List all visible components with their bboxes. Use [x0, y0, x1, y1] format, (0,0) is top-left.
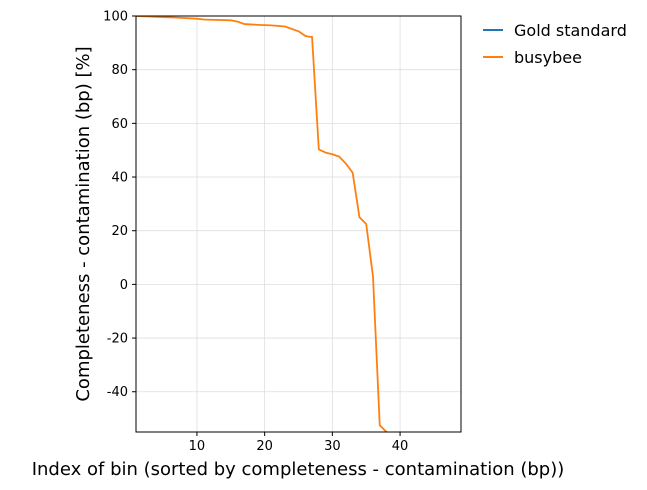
y-axis-label: Completeness - contamination (bp) [%]: [73, 46, 94, 401]
x-tick-label: 10: [189, 439, 206, 454]
x-axis-label: Index of bin (sorted by completeness - c…: [32, 459, 565, 480]
plot-background: [136, 16, 461, 432]
y-tick-label: 100: [103, 10, 128, 25]
y-tick-label: 80: [111, 63, 128, 78]
y-tick-label: 0: [120, 278, 128, 293]
y-tick-label: 20: [111, 224, 128, 239]
legend-label-gold-standard: Gold standard: [514, 21, 627, 40]
y-axis-ticks: 100 80 60 40 20 0 -20 -40: [103, 10, 136, 400]
x-tick-label: 40: [392, 439, 409, 454]
legend: Gold standard busybee: [483, 21, 627, 67]
y-tick-label: 40: [111, 171, 128, 186]
x-tick-label: 30: [324, 439, 341, 454]
series-layer: [136, 16, 388, 432]
y-tick-label: 60: [111, 117, 128, 132]
x-axis-ticks: 10 20 30 40: [189, 432, 409, 454]
plot-frame: [135, 15, 462, 433]
legend-label-busybee: busybee: [514, 48, 582, 67]
x-tick-label: 20: [256, 439, 273, 454]
y-tick-label: -20: [107, 332, 128, 347]
series-line-busybee: [136, 16, 388, 432]
y-tick-label: -40: [107, 385, 128, 400]
